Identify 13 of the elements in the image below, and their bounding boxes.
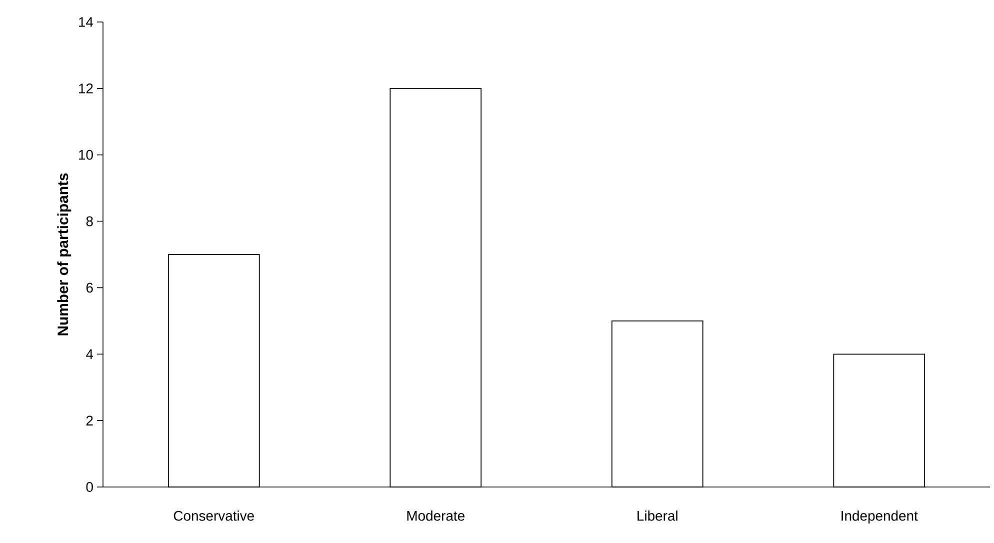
y-tick-label: 0 bbox=[86, 482, 93, 492]
y-tick-label: 2 bbox=[86, 416, 93, 426]
x-tick-label: Liberal bbox=[638, 510, 678, 521]
y-tick-label: 8 bbox=[86, 216, 93, 226]
y-tick-label: 4 bbox=[86, 349, 94, 359]
y-tick-label: 6 bbox=[86, 282, 93, 293]
y-tick-label: 14 bbox=[79, 17, 94, 27]
x-tick-label: Independent bbox=[842, 510, 918, 524]
y-tick-label: 10 bbox=[79, 150, 93, 160]
y-axis-title: Number of participants bbox=[57, 173, 72, 336]
x-tick-label: Conservative bbox=[174, 510, 254, 521]
y-tick-label: 12 bbox=[79, 84, 93, 94]
x-tick-label: Moderate bbox=[407, 510, 464, 521]
